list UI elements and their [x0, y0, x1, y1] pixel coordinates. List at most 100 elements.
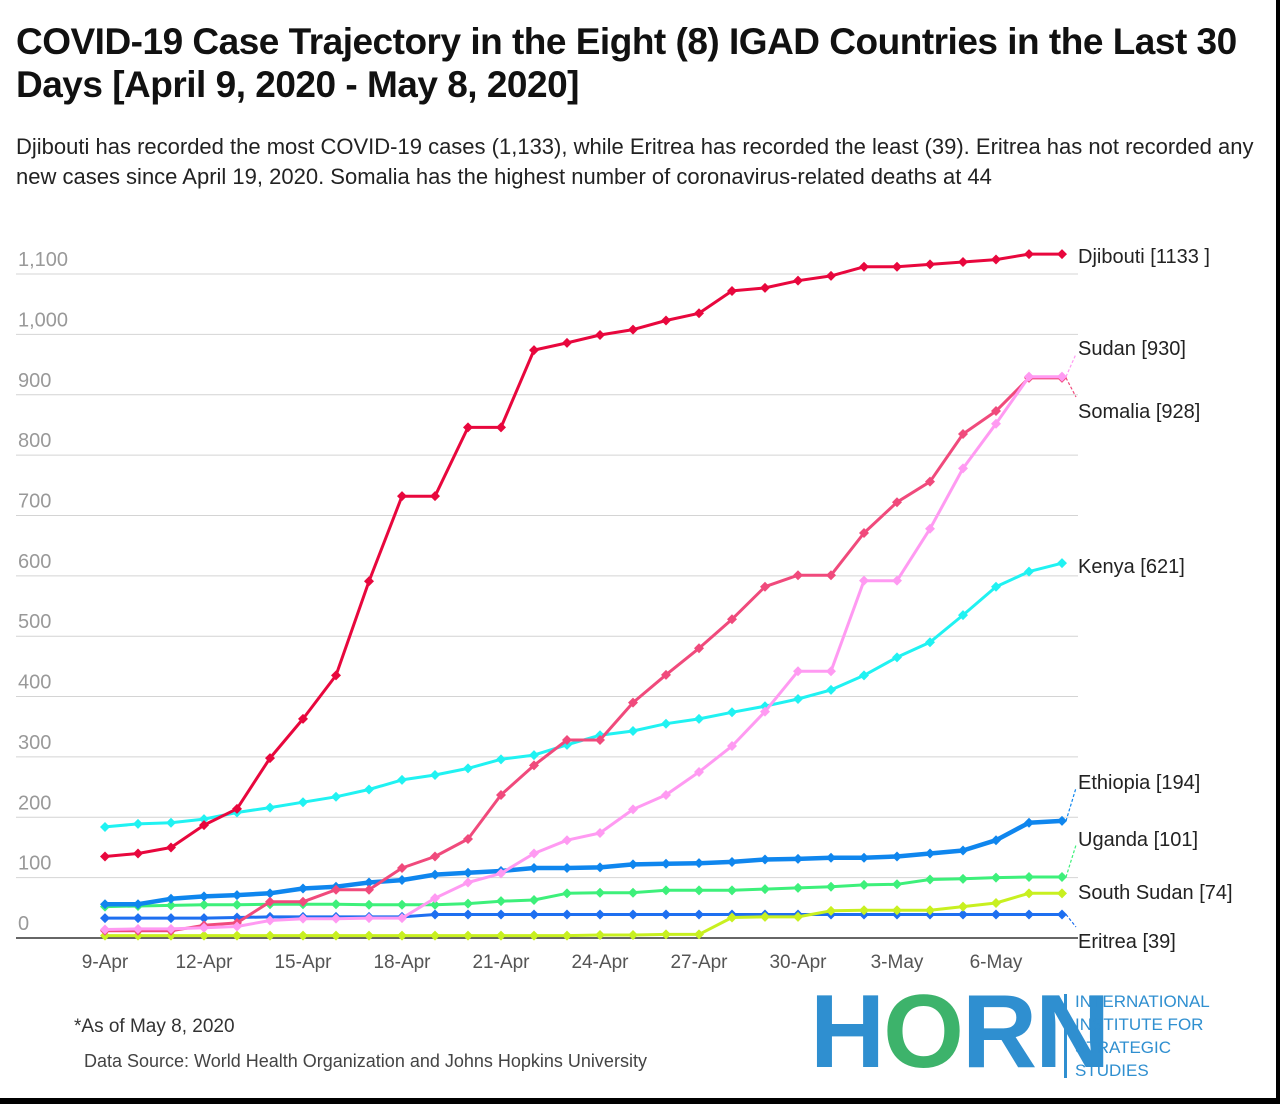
data-point-sudan: [892, 575, 902, 586]
series-end-labels: Djibouti [1133 ] Sudan [930] Somalia [928]…: [1065, 246, 1233, 953]
data-point-eritrea: [430, 909, 440, 920]
data-point-south-sudan: [760, 911, 770, 922]
data-point-ethiopia: [793, 853, 803, 864]
data-point-south-sudan: [496, 930, 506, 941]
data-point-somalia: [529, 760, 539, 771]
data-point-kenya: [430, 770, 440, 781]
data-point-south-sudan: [826, 905, 836, 916]
data-point-ethiopia: [760, 854, 770, 865]
x-tick-label: 6-May: [970, 952, 1023, 973]
logo-line: INSTITUTE FOR: [1075, 1015, 1204, 1034]
data-point-eritrea: [628, 909, 638, 920]
data-point-djibouti: [265, 753, 275, 764]
data-point-djibouti: [364, 576, 374, 587]
data-point-djibouti: [760, 282, 770, 293]
series-label-ethiopia: Ethiopia [194]: [1078, 772, 1200, 794]
data-point-south-sudan: [991, 897, 1001, 908]
data-point-sudan: [199, 922, 209, 933]
y-tick-label: 500: [18, 611, 51, 633]
data-point-south-sudan: [1057, 888, 1067, 899]
y-axis-ticks: 0 100 200 300 400 500 600 700 800 900 1,000 1,100: [18, 249, 68, 935]
data-point-somalia: [694, 643, 704, 654]
data-point-kenya: [100, 821, 110, 832]
data-point-sudan: [826, 666, 836, 677]
data-point-kenya: [397, 774, 407, 785]
data-point-uganda: [1024, 872, 1034, 883]
x-tick-label: 24-Apr: [571, 952, 629, 973]
data-point-somalia: [364, 884, 374, 895]
data-point-ethiopia: [661, 858, 671, 869]
data-point-ethiopia: [133, 899, 143, 910]
data-point-kenya: [727, 707, 737, 718]
x-tick-label: 18-Apr: [373, 952, 431, 973]
x-tick-label: 27-Apr: [670, 952, 728, 973]
data-point-uganda: [562, 888, 572, 899]
data-point-djibouti: [958, 256, 968, 267]
x-tick-label: 12-Apr: [175, 952, 233, 973]
data-point-somalia: [859, 527, 869, 538]
data-point-somalia: [793, 570, 803, 581]
leader-line-sudan: [1065, 353, 1077, 377]
data-point-somalia: [562, 735, 572, 746]
data-point-eritrea: [1057, 909, 1067, 920]
data-point-djibouti: [496, 422, 506, 433]
data-point-south-sudan: [430, 930, 440, 941]
data-point-uganda: [463, 898, 473, 909]
data-point-djibouti: [1024, 249, 1034, 260]
series-label-kenya: Kenya [621]: [1078, 556, 1185, 578]
data-point-somalia: [958, 428, 968, 439]
data-point-south-sudan: [463, 930, 473, 941]
series-line-djibouti: [104, 252, 1062, 858]
data-point-kenya: [463, 763, 473, 774]
data-point-djibouti: [1057, 249, 1067, 260]
x-tick-label: 30-Apr: [769, 952, 827, 973]
data-point-kenya: [331, 791, 341, 802]
chart-subtitle: Djibouti has recorded the most COVID-19 …: [16, 134, 1254, 189]
data-point-kenya: [133, 818, 143, 829]
data-point-eritrea: [463, 909, 473, 920]
data-point-sudan: [1024, 371, 1034, 382]
y-tick-label: 0: [18, 913, 29, 935]
series-line-kenya: [104, 561, 1063, 829]
data-point-djibouti: [727, 285, 737, 296]
data-point-kenya: [166, 817, 176, 828]
data-point-south-sudan: [1024, 888, 1034, 899]
data-point-eritrea: [562, 909, 572, 920]
data-point-kenya: [925, 637, 935, 648]
data-point-djibouti: [661, 315, 671, 326]
y-tick-label: 1,100: [18, 249, 68, 271]
data-point-djibouti: [694, 308, 704, 319]
y-tick-label: 100: [18, 853, 51, 875]
data-point-kenya: [265, 802, 275, 813]
data-point-sudan: [628, 804, 638, 815]
data-point-uganda: [760, 884, 770, 895]
data-point-djibouti: [430, 491, 440, 502]
data-point-uganda: [595, 887, 605, 898]
data-point-somalia: [430, 851, 440, 862]
logo-letters-rn: RN: [962, 974, 1110, 1090]
data-point-eritrea: [1024, 909, 1034, 920]
series-line-sudan: [104, 375, 1062, 931]
data-point-djibouti: [529, 345, 539, 356]
y-tick-label: 800: [18, 430, 51, 452]
logo-letter-h: H: [810, 974, 885, 1090]
y-tick-label: 200: [18, 792, 51, 814]
data-point-somalia: [463, 834, 473, 845]
data-point-uganda: [364, 899, 374, 910]
data-point-ethiopia: [265, 888, 275, 899]
data-point-kenya: [826, 684, 836, 695]
series-line-somalia: [105, 376, 1062, 933]
y-tick-label: 300: [18, 732, 51, 754]
data-point-somalia: [496, 789, 506, 800]
data-point-somalia: [760, 581, 770, 592]
data-point-sudan: [991, 418, 1001, 429]
footnote: *As of May 8, 2020: [74, 1016, 235, 1037]
y-tick-label: 1,000: [18, 309, 68, 331]
data-point-sudan: [397, 913, 407, 924]
logo-divider: [1064, 994, 1067, 1078]
data-point-eritrea: [661, 909, 671, 920]
data-point-sudan: [331, 913, 341, 924]
data-point-somalia: [265, 896, 275, 907]
data-point-djibouti: [232, 803, 242, 814]
